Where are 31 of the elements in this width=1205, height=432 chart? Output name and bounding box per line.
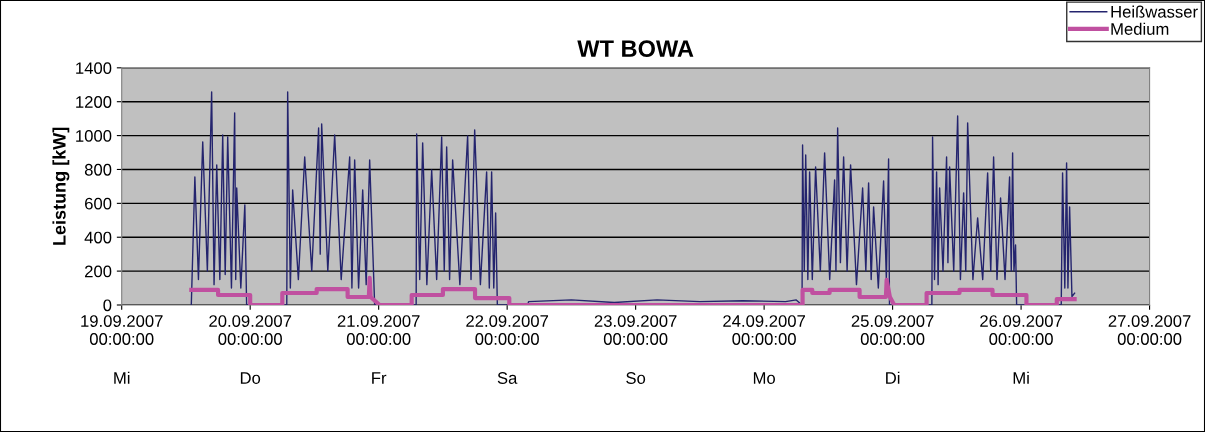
- text: Mo: [753, 372, 775, 384]
- legend-label: Medium: [1111, 22, 1169, 35]
- text: Fr: [372, 372, 387, 384]
- text: Mi: [1013, 371, 1029, 384]
- y-tick-label: 400: [84, 231, 112, 244]
- x-tick-label: 26.09.2007 00:00:00: [980, 315, 1062, 345]
- x-tick-label: 19.09.2007 00:00:00: [81, 315, 163, 345]
- chart-title: WT BOWA: [577, 40, 694, 57]
- y-tick-label: 1400: [76, 62, 112, 75]
- text: Mi: [114, 371, 130, 384]
- y-tick-label: 0: [103, 299, 112, 312]
- x-tick-label: 21.09.2007 00:00:00: [337, 315, 420, 345]
- text: Di: [886, 371, 900, 384]
- line-series: [189, 275, 1077, 305]
- legend-label: Heißwasser: [1111, 5, 1198, 18]
- y-tick-label: 600: [85, 197, 112, 210]
- x-tick-label: 24.09.2007 00:00:00: [723, 315, 805, 345]
- line-series: [190, 91, 1076, 305]
- y-tick-label: 800: [84, 163, 112, 176]
- x-tick-label: 25.09.2007 00:00:00: [851, 315, 934, 345]
- text: Sa: [497, 372, 518, 384]
- text: Do: [240, 372, 261, 384]
- x-tick-label: 23.09.2007 00:00:00: [594, 315, 677, 345]
- text: So: [626, 372, 646, 384]
- x-tick-label: 22.09.2007 00:00:00: [466, 315, 549, 345]
- y-tick-label: 1000: [76, 129, 112, 142]
- x-tick-label: 27.09.2007 00:00:00: [1108, 315, 1191, 345]
- y-tick-label: 200: [85, 265, 112, 278]
- y-tick-label: 1200: [76, 96, 112, 108]
- x-tick-label: 20.09.2007 00:00:00: [209, 315, 292, 345]
- y-axis-title: Leistung [kW]: [52, 127, 70, 245]
